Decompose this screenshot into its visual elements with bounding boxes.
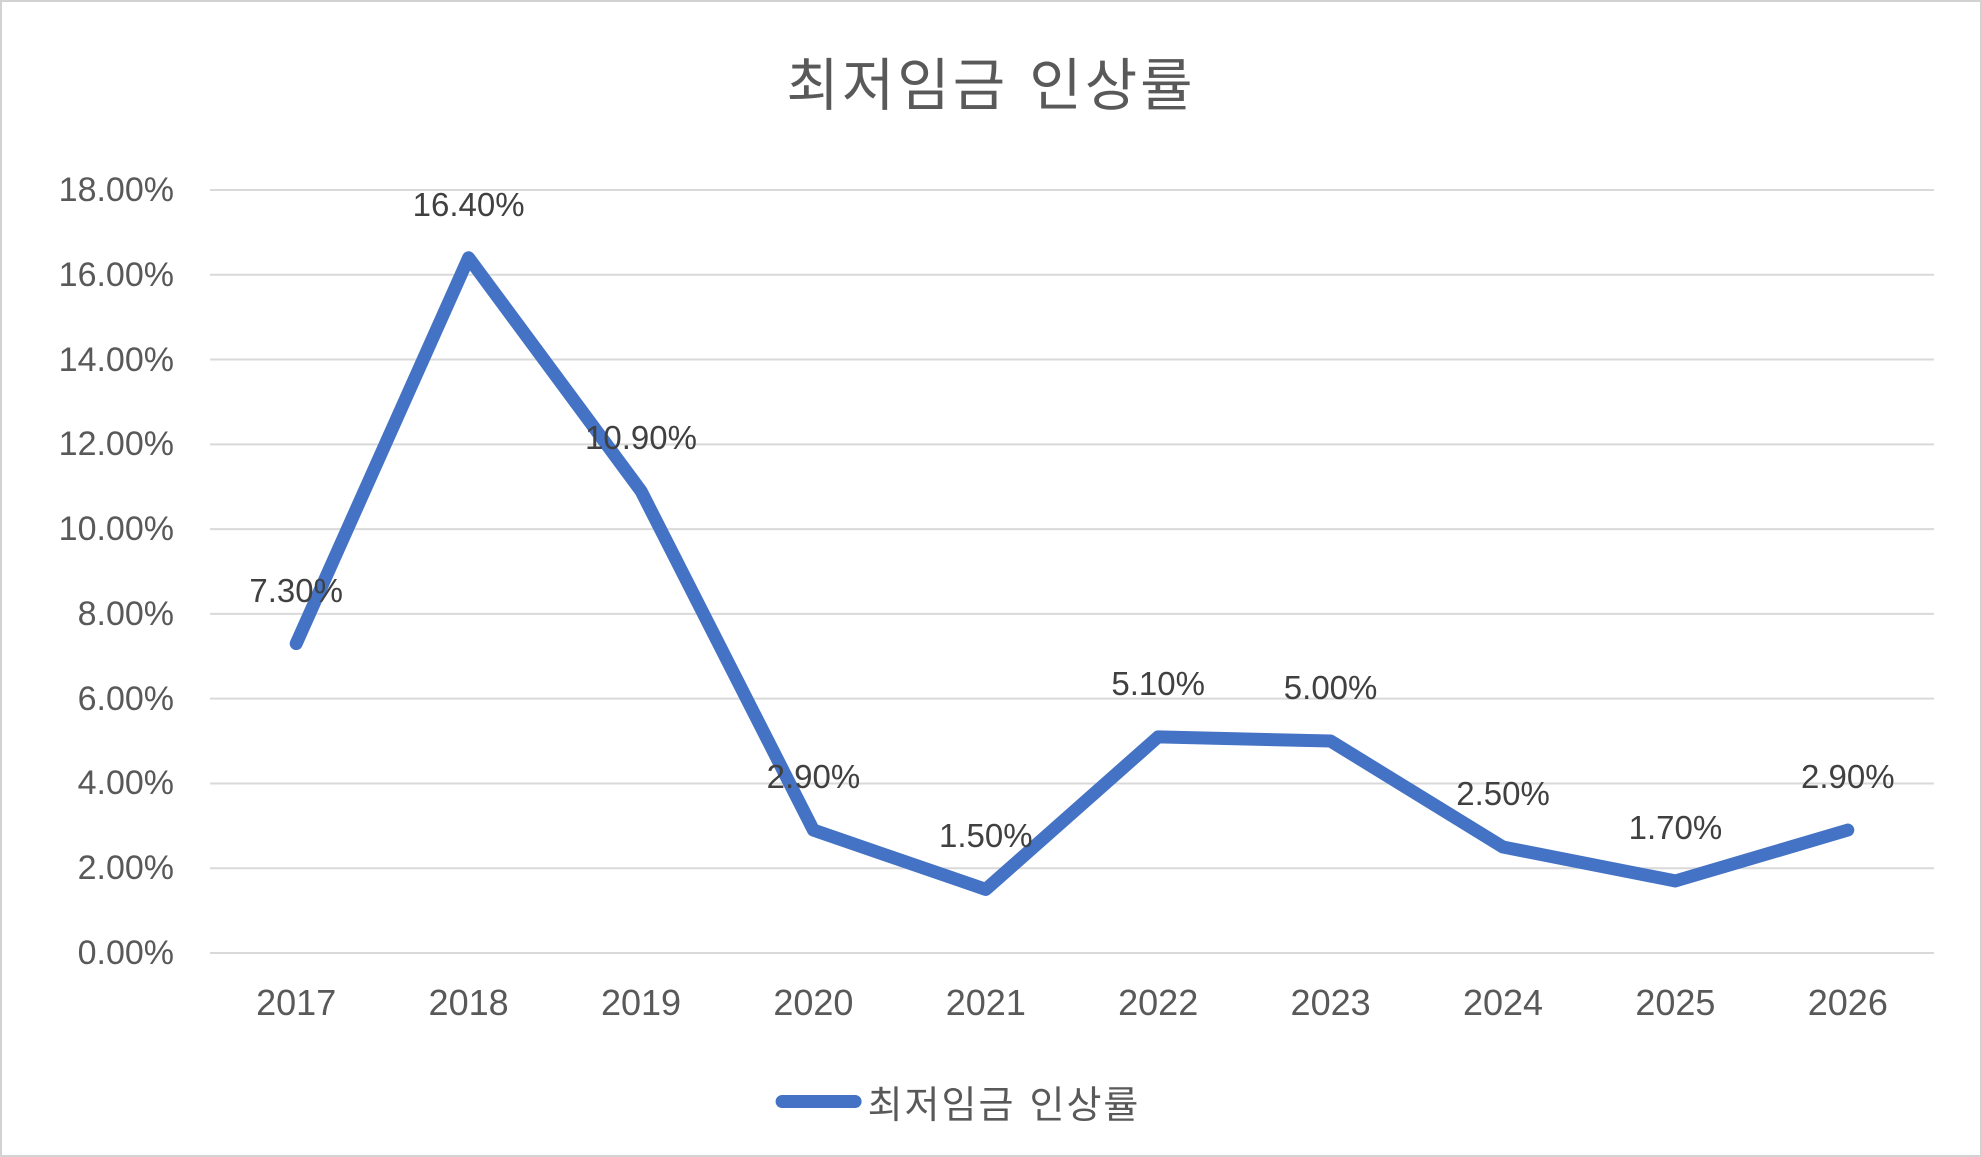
data-label: 2.90% (766, 758, 861, 796)
y-tick-label: 16.00% (58, 255, 174, 294)
data-label: 1.50% (939, 817, 1033, 855)
x-tick-label: 2017 (256, 982, 337, 1023)
x-tick-label: 2024 (1462, 982, 1544, 1023)
data-label: 2.50% (1456, 775, 1550, 813)
series-line (289, 251, 1855, 896)
data-label: 10.90% (585, 418, 697, 456)
x-tick-label: 2019 (600, 982, 682, 1023)
y-tick-label: 18.00% (58, 171, 174, 209)
y-tick-label: 14.00% (58, 340, 174, 379)
y-tick-label: 4.00% (77, 764, 174, 803)
x-tick-label: 2021 (945, 982, 1026, 1023)
y-tick-label: 8.00% (77, 594, 174, 633)
x-tick-label: 2018 (428, 982, 509, 1023)
legend-line-swatch (775, 1095, 862, 1108)
chart-title: 최저임금 인상률 (786, 53, 1196, 119)
y-tick-label: 10.00% (58, 510, 174, 549)
x-tick-label: 2020 (773, 982, 854, 1023)
y-tick-label: 12.00% (58, 425, 174, 464)
data-label: 1.70% (1628, 808, 1723, 846)
gridlines (210, 189, 1934, 954)
data-label: 2.90% (1801, 758, 1895, 796)
data-label: 5.00% (1283, 669, 1378, 707)
x-tick-label: 2023 (1290, 982, 1371, 1023)
y-tick-label: 6.00% (77, 679, 174, 718)
data-label: 16.40% (412, 185, 525, 223)
data-label: 7.30% (249, 571, 343, 609)
data-label: 5.10% (1111, 664, 1205, 702)
legend-series-label: 최저임금 인상률 (867, 1083, 1141, 1127)
x-tick-label: 2026 (1807, 982, 1888, 1023)
y-tick-label: 0.00% (77, 934, 174, 972)
x-tick-label: 2022 (1118, 982, 1199, 1023)
y-tick-label: 2.00% (77, 849, 174, 888)
x-tick-label: 2025 (1635, 982, 1716, 1023)
legend: 최저임금 인상률 (775, 1074, 1141, 1129)
